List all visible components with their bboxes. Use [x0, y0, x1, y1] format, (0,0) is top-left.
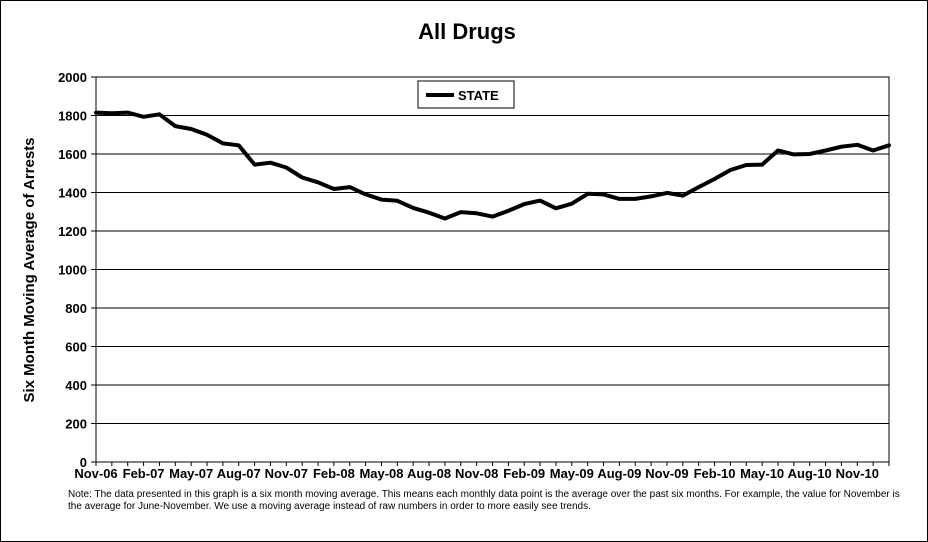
y-tick-label: 800: [65, 301, 87, 316]
data-point: [538, 199, 542, 203]
x-tick-label: May-10: [740, 466, 784, 481]
data-point: [300, 175, 304, 179]
data-point: [649, 194, 653, 198]
data-point: [808, 152, 812, 156]
data-point: [506, 209, 510, 213]
data-point: [855, 143, 859, 147]
data-point: [602, 192, 606, 196]
y-axis-label: Six Month Moving Average of Arrests: [21, 137, 38, 402]
y-tick-label: 0: [80, 455, 87, 470]
y-tick-label: 600: [65, 340, 87, 355]
x-tick-label: Feb-10: [694, 466, 736, 481]
data-point: [744, 163, 748, 167]
data-point: [110, 111, 114, 115]
data-point: [284, 165, 288, 169]
data-point: [665, 191, 669, 195]
data-point: [681, 194, 685, 198]
data-point: [491, 215, 494, 219]
data-point: [776, 149, 780, 153]
y-tick-label: 1400: [58, 186, 87, 201]
y-tick-label: 200: [65, 417, 87, 432]
data-point: [268, 161, 272, 165]
data-point: [253, 163, 257, 167]
data-point: [728, 168, 732, 172]
x-tick-label: Aug-09: [597, 466, 641, 481]
data-point: [395, 199, 399, 203]
data-point: [427, 211, 431, 215]
data-point: [713, 177, 717, 181]
data-point: [871, 149, 875, 153]
y-tick-label: 1600: [58, 147, 87, 162]
data-point: [824, 149, 828, 153]
x-tick-label: Nov-10: [836, 466, 879, 481]
data-point: [221, 141, 225, 145]
y-tick-label: 1000: [58, 263, 87, 278]
chart-title: All Drugs: [418, 19, 516, 44]
data-point: [142, 115, 146, 119]
data-point: [554, 206, 558, 210]
data-point: [475, 211, 479, 215]
data-point: [94, 111, 98, 115]
data-point: [617, 197, 621, 201]
x-tick-label: Feb-09: [503, 466, 545, 481]
data-point: [237, 143, 241, 147]
data-point: [697, 185, 701, 189]
x-tick-label: Aug-10: [788, 466, 832, 481]
data-point: [316, 180, 320, 184]
x-axis-ticks: Nov-06 Feb-07 May-07 Aug-07 Nov-07 Feb-08 May-…: [74, 462, 890, 481]
data-point: [443, 216, 447, 220]
data-point: [205, 133, 209, 137]
data-point: [364, 192, 368, 196]
data-point: [173, 124, 177, 128]
data-point: [633, 197, 637, 201]
x-tick-label: Nov-06: [74, 466, 117, 481]
data-point: [157, 112, 161, 116]
legend-label-state: STATE: [458, 88, 499, 103]
data-point: [126, 111, 130, 115]
x-tick-label: May-08: [359, 466, 403, 481]
x-tick-label: Aug-07: [217, 466, 261, 481]
x-tick-label: Feb-07: [123, 466, 165, 481]
x-tick-label: Feb-08: [313, 466, 355, 481]
data-point: [586, 192, 590, 196]
data-point: [348, 185, 352, 189]
legend: STATE: [417, 80, 515, 109]
data-point: [760, 163, 764, 167]
data-point: [887, 143, 891, 147]
series-group: [94, 110, 891, 221]
x-tick-label: May-07: [169, 466, 213, 481]
x-tick-label: Aug-08: [407, 466, 451, 481]
series-line-state: [94, 110, 891, 221]
y-tick-label: 1200: [58, 224, 87, 239]
x-tick-label: Nov-08: [455, 466, 498, 481]
y-axis-ticks: 0 200 400 600 800 1000 1200 1400 1600 1800 2000: [58, 70, 96, 470]
data-point: [459, 210, 463, 214]
footnote: Note: The data presented in this graph i…: [68, 489, 900, 512]
data-point: [570, 202, 574, 206]
y-tick-label: 2000: [58, 70, 87, 85]
y-tick-label: 400: [65, 378, 87, 393]
data-point: [379, 198, 383, 202]
gridlines: [96, 76, 889, 463]
x-tick-label: May-09: [550, 466, 594, 481]
data-point: [792, 152, 796, 156]
data-point: [411, 206, 415, 210]
y-tick-label: 1800: [58, 109, 87, 124]
data-point: [522, 202, 526, 206]
x-tick-label: Nov-07: [265, 466, 308, 481]
data-point: [189, 127, 193, 131]
data-point: [332, 187, 336, 191]
data-point: [839, 145, 843, 149]
x-tick-label: Nov-09: [645, 466, 688, 481]
